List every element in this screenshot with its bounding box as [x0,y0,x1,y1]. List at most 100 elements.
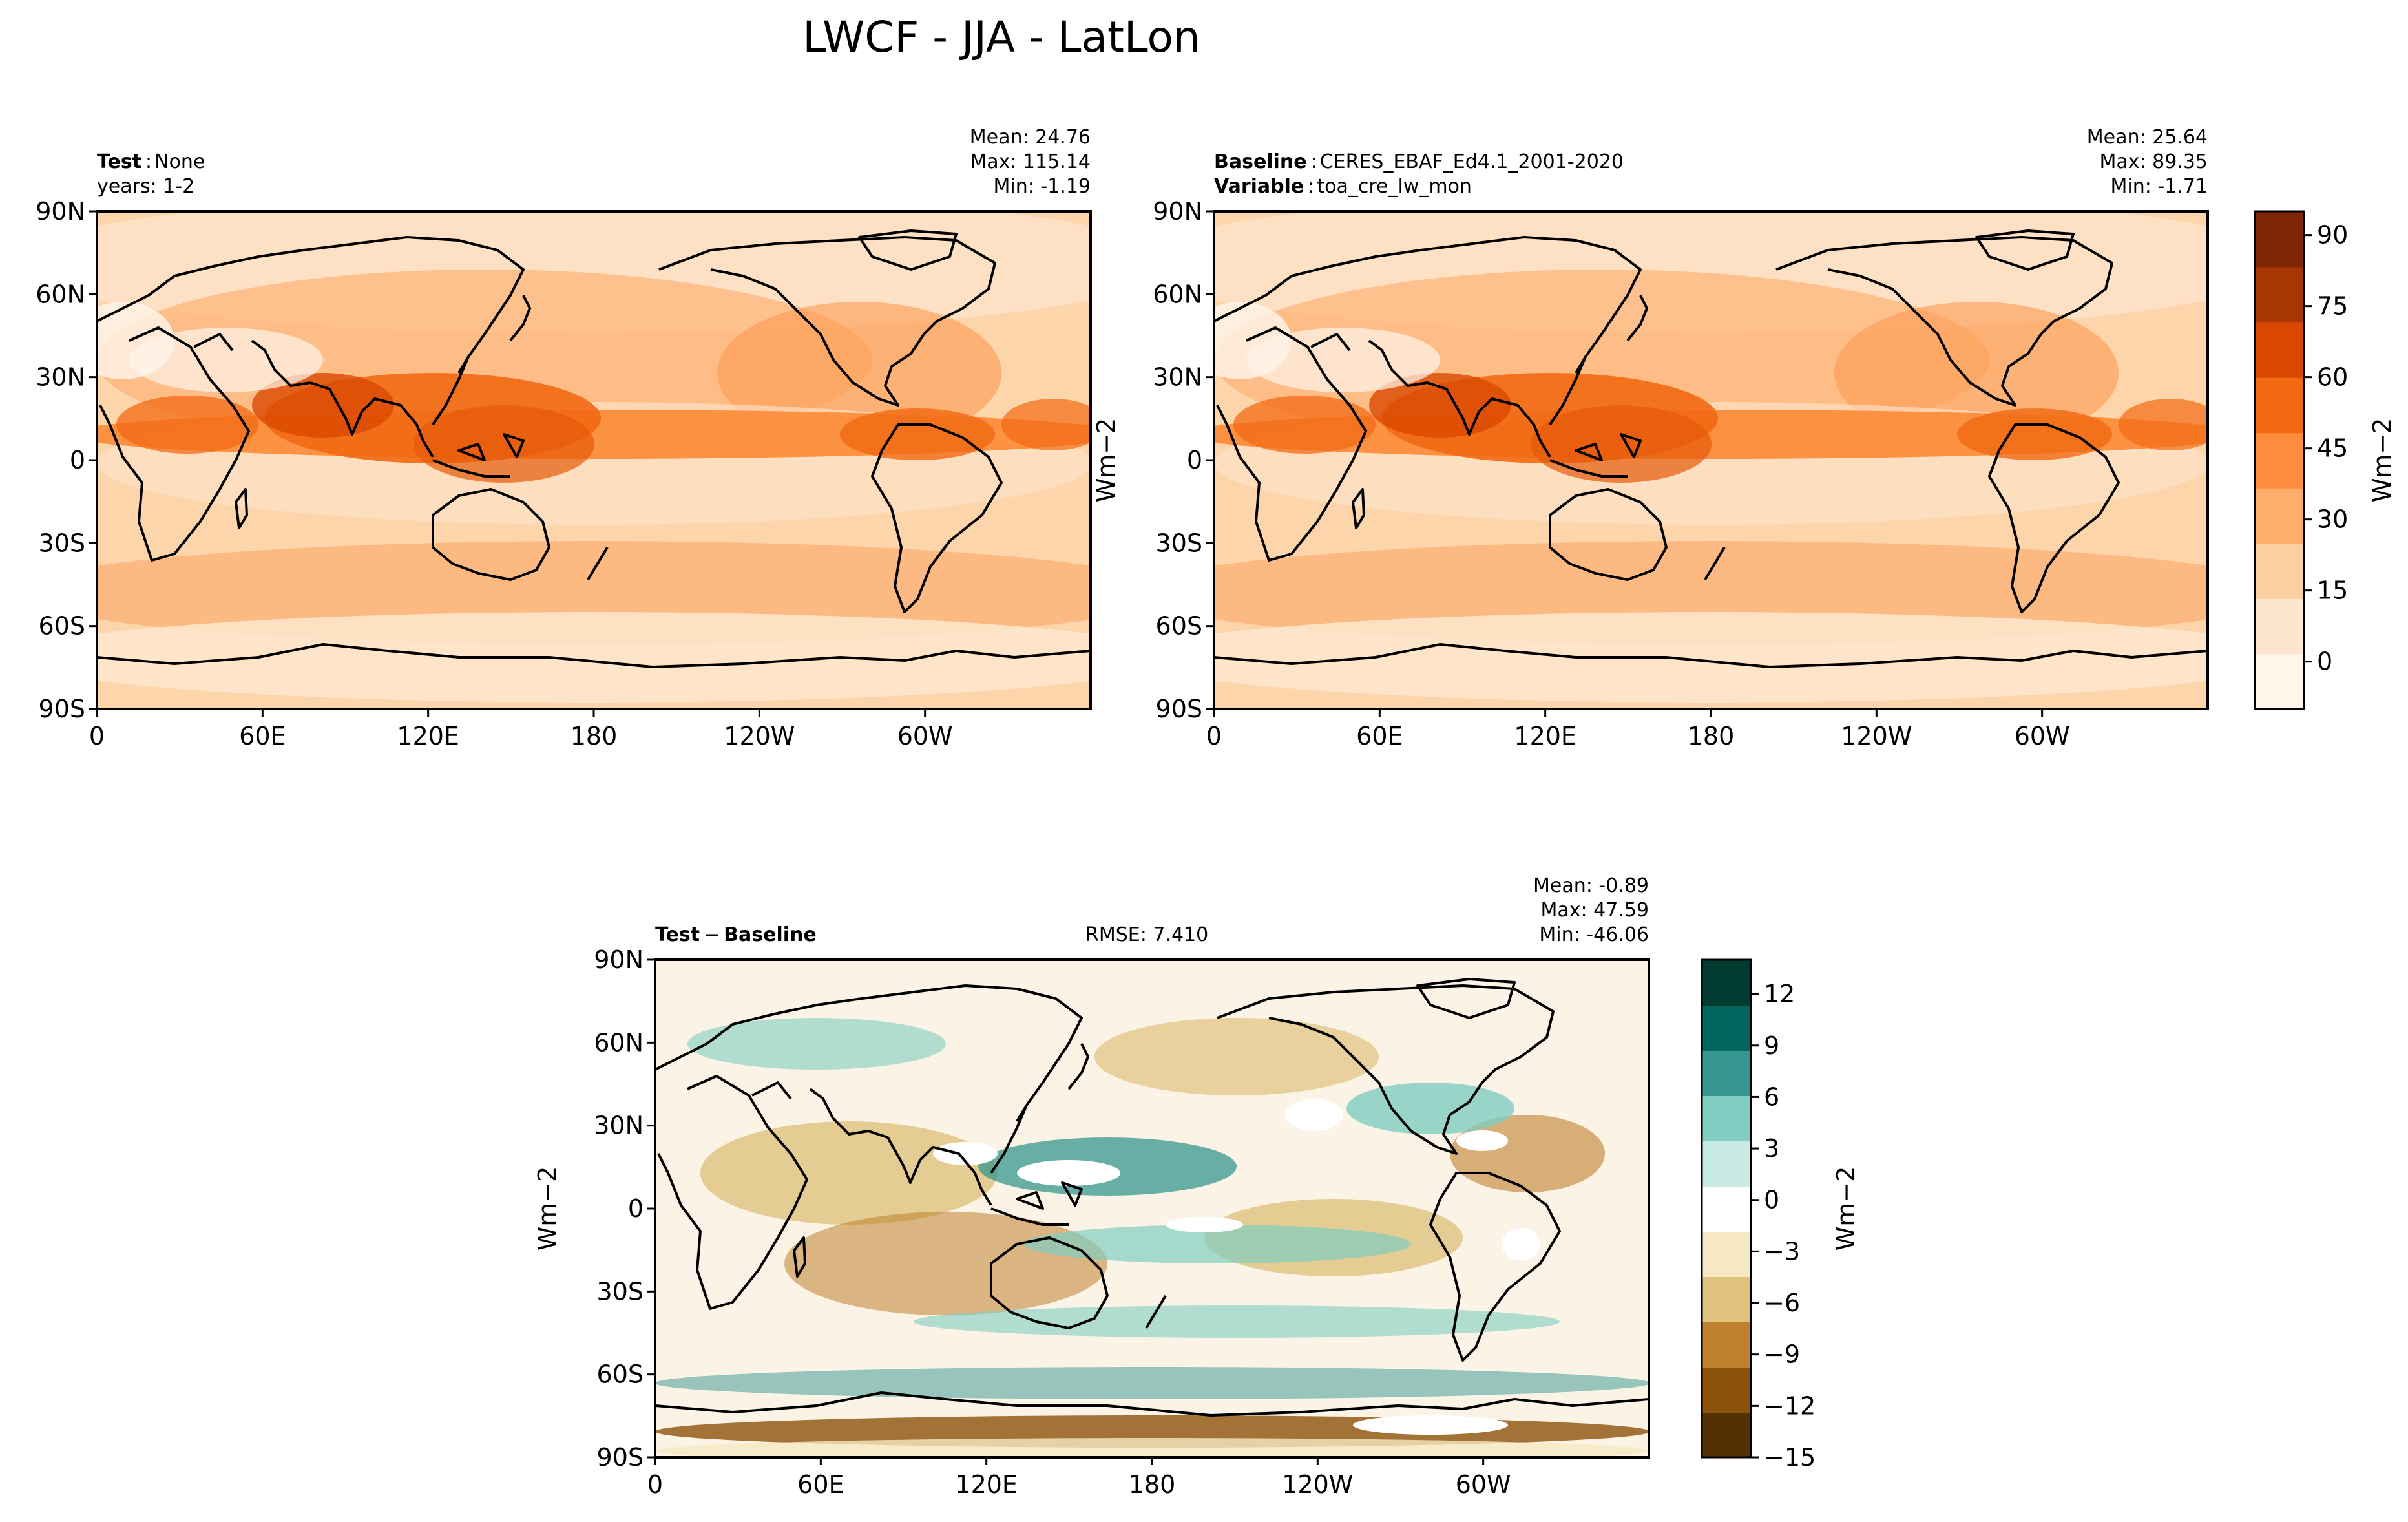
lat-tick-label: 60S [597,1360,644,1389]
main-colorbar: 90 75 60 45 30 15 0 [2254,210,2348,710]
colorbar-segment [1702,1412,1751,1458]
diff-colorbar-label: Wm−2 [1832,1167,1860,1251]
test-map-field [97,211,1091,709]
colorbar-tick-label: −9 [1764,1340,1800,1369]
diff-rmse: RMSE: 7.410 [1085,924,1208,946]
colorbar-tick-label: 30 [2317,505,2348,534]
colorbar-segment [1702,1367,1751,1413]
baseline-label-line1: Baseline: CERES_EBAF_Ed4.1_2001-2020 [1214,151,1624,173]
lon-tick-label: 60W [897,722,953,750]
lon-tick-label: 60E [797,1470,844,1499]
colorbar-segment [2255,432,2304,489]
lon-tick-label: 180 [1129,1470,1176,1499]
colorbar-frame [1701,958,1752,1459]
diff-stat-mean: Mean: -0.89 [1533,874,1649,897]
lat-tick-label: 30N [1153,363,1202,392]
test-panel: Test: None years: 1-2 Mean: 24.76 Max: 11… [36,126,1092,750]
colorbar-tick-label: 9 [1764,1031,1779,1060]
colorbar-segment [2255,487,2304,544]
main-colorbar-label: Wm−2 [2368,418,2396,503]
lon-tick-label: 120W [1282,1470,1353,1499]
colorbar-segment [1702,1050,1751,1096]
lat-tick-label: 90S [39,695,85,723]
colorbar-tick-label: 15 [2317,576,2348,605]
colorbar-tick-label: −6 [1764,1289,1800,1317]
baseline-stat-mean: Mean: 25.64 [2087,126,2208,149]
test-label-line1: Test: None [97,151,205,173]
test-label-line2: years: 1-2 [97,175,194,198]
diff-stat-max: Max: 47.59 [1540,899,1649,922]
colorbar-tick-label: 90 [2317,221,2348,249]
figure-title: LWCF - JJA - LatLon [802,12,1200,62]
lon-tick-label: 120W [1841,722,1912,750]
lon-tick-label: 60E [1356,722,1403,750]
test-stat-mean: Mean: 24.76 [970,126,1091,149]
lat-tick-label: 30N [594,1112,644,1140]
colorbar-segment [1702,960,1751,1006]
colorbar-tick-label: 75 [2317,292,2348,321]
lon-tick-label: 60W [1456,1470,1511,1499]
diff-colorbar: 12 9 6 3 0 −3 −6 −9 −12 −15 [1701,958,1816,1472]
colorbar-tick-label: 6 [1764,1083,1779,1111]
colorbar-segment [2255,377,2304,434]
lat-tick-label: 0 [1187,446,1202,474]
lat-tick-label: 60S [39,612,85,640]
lat-tick-label: 90N [1153,197,1202,226]
lon-tick-label: 120E [397,722,459,750]
lat-tick-label: 90S [1156,695,1202,723]
baseline-stat-min: Min: -1.71 [2111,175,2208,198]
diff-panel: Test − Baseline RMSE: 7.410 Mean: -0.89 Ma… [533,874,1650,1499]
lat-tick-label: 90N [594,946,644,974]
colorbar-segment [1702,1005,1751,1051]
colorbar-tick-label: 12 [1764,980,1795,1008]
test-stat-min: Min: -1.19 [994,175,1091,198]
lon-tick-label: 120W [724,722,795,750]
colorbar-segment [2255,266,2304,323]
colorbar-tick-label: 0 [1764,1186,1779,1214]
lon-tick-label: 0 [1206,722,1222,750]
diff-map-field [655,960,1649,1457]
lat-tick-label: 60N [36,280,85,308]
lon-tick-label: 120E [955,1470,1018,1499]
colorbar-tick-label: 45 [2317,434,2348,463]
lon-tick-label: 0 [647,1470,663,1499]
colorbar-tick-label: 3 [1764,1134,1779,1163]
lat-tick-label: 30S [39,529,85,557]
lat-tick-label: 30S [1156,529,1202,557]
colorbar-segment [1702,1095,1751,1141]
colorbar-segment [2255,598,2304,655]
colorbar-segment [1702,1276,1751,1322]
lat-tick-label: 30S [597,1277,644,1305]
baseline-map-field [1214,211,2208,709]
diff-label: Test − Baseline [655,924,817,946]
lat-tick-label: 30N [36,363,85,392]
colorbar-segment [1702,1186,1751,1232]
colorbar-segment [1702,1141,1751,1187]
colorbar-segment [1702,1322,1751,1368]
colorbar-segment [2255,543,2304,599]
lat-tick-label: 60N [1153,280,1202,308]
colorbar-segment [1702,1231,1751,1277]
colorbar-segment [2255,322,2304,378]
baseline-ylabel: Wm−2 [1092,418,1120,503]
lon-tick-label: 60E [239,722,286,750]
lat-tick-label: 0 [70,446,85,474]
colorbar-tick-label: −15 [1764,1443,1816,1472]
lat-tick-label: 0 [628,1194,644,1223]
lat-tick-label: 90N [36,197,85,226]
colorbar-tick-label: −12 [1764,1391,1816,1420]
colorbar-segment [2255,211,2304,268]
lon-tick-label: 180 [1688,722,1735,750]
colorbar-tick-label: 0 [2317,648,2332,676]
lon-tick-label: 180 [571,722,618,750]
baseline-stat-max: Max: 89.35 [2099,151,2208,173]
lon-tick-label: 120E [1514,722,1576,750]
diff-ylabel: Wm−2 [533,1167,561,1251]
colorbar-tick-label: −3 [1764,1237,1800,1265]
colorbar-segment [2255,653,2304,710]
diff-stat-min: Min: -46.06 [1539,924,1649,946]
lat-tick-label: 90S [597,1443,644,1472]
colorbar-frame [2254,210,2305,710]
baseline-label-line2: Variable: toa_cre_lw_mon [1214,175,1472,198]
